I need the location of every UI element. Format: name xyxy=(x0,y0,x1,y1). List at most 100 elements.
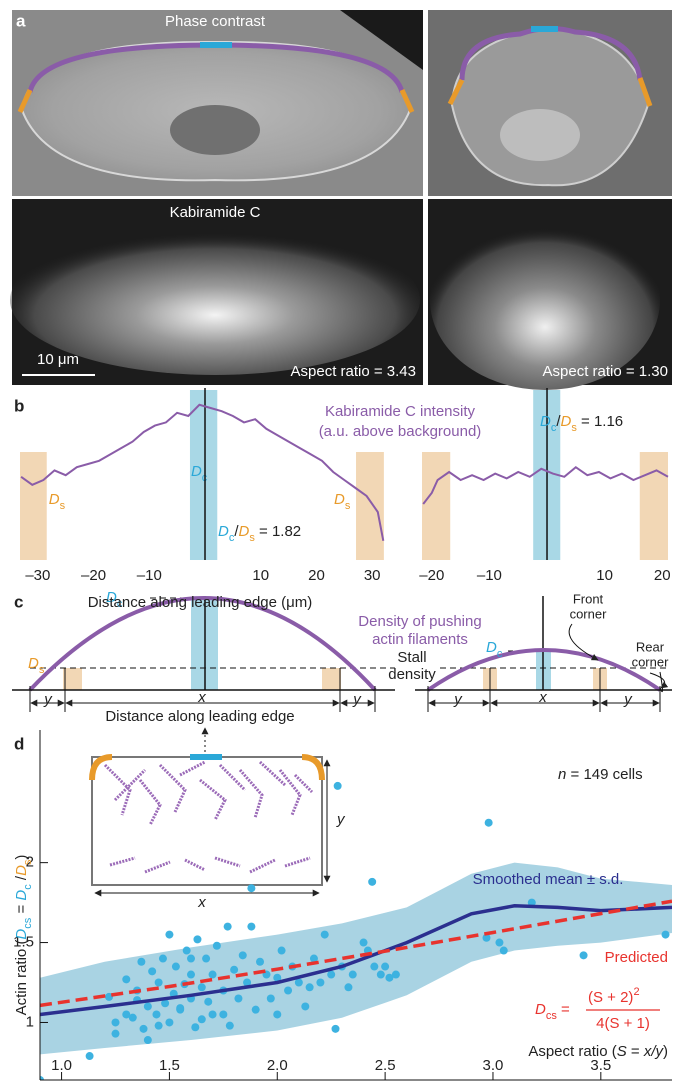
cell-point xyxy=(159,955,167,963)
text-part: D xyxy=(561,413,572,430)
scale-label: 10 μm xyxy=(37,351,79,368)
cell-point xyxy=(140,1025,148,1033)
rich-label: (S + 2)2 xyxy=(588,986,640,1006)
cell-point xyxy=(183,947,191,955)
text-part: s xyxy=(60,500,66,512)
text-part: D xyxy=(218,523,229,540)
cell-point xyxy=(198,983,206,991)
symbol: n xyxy=(558,766,566,783)
x-tick-label: 2.5 xyxy=(375,1057,396,1074)
axis-label: Distance along leading edge xyxy=(105,708,294,725)
x-tick-label: 10 xyxy=(596,567,613,584)
dim-label: x xyxy=(197,894,206,911)
text-part: D xyxy=(334,491,345,508)
subscript: c xyxy=(497,648,503,660)
panel-label: c xyxy=(14,592,23,611)
legend-mean: Smoothed mean ± s.d. xyxy=(473,871,624,888)
x-tick-label: –10 xyxy=(477,567,502,584)
text-part: D xyxy=(13,865,30,876)
corner-label: Rear xyxy=(636,639,665,654)
stall-label: density xyxy=(388,666,436,683)
text-part: 2 xyxy=(633,986,639,998)
cell-point xyxy=(662,931,670,939)
cell-point xyxy=(334,782,342,790)
cell-point xyxy=(213,942,221,950)
text-part: = xyxy=(13,901,30,918)
side-label: Ds xyxy=(28,655,45,676)
text-part: = 1.82 xyxy=(255,523,301,540)
aspect-label: Aspect ratio = 1.30 xyxy=(543,363,669,380)
cell-point xyxy=(370,963,378,971)
region-band xyxy=(640,452,668,560)
cell-point xyxy=(234,994,242,1002)
rich-label: Ds xyxy=(49,491,66,512)
cell-point xyxy=(230,966,238,974)
x-tick-label: –10 xyxy=(137,567,162,584)
text-part: D xyxy=(239,523,250,540)
cell-point xyxy=(219,1010,227,1018)
cell-point xyxy=(198,1015,206,1023)
nucleus xyxy=(500,109,580,161)
cell-point xyxy=(392,971,400,979)
cell-point xyxy=(144,1002,152,1010)
text-part: D xyxy=(191,463,202,480)
cell-point xyxy=(332,1025,340,1033)
trace-label: (a.u. above background) xyxy=(319,423,482,440)
panel-label: b xyxy=(14,396,24,415)
cell-point xyxy=(278,947,286,955)
panel-label: a xyxy=(16,11,26,30)
x-axis-label: Distance along leading edge (μm) xyxy=(88,594,313,611)
x-tick-label: –20 xyxy=(81,567,106,584)
corner-label: Front xyxy=(573,591,604,606)
text-part: = 1.16 xyxy=(577,413,623,430)
n-label: n = 149 cells xyxy=(558,766,643,783)
x-tick-label: 30 xyxy=(364,567,381,584)
cell-point xyxy=(172,963,180,971)
text-part: D xyxy=(540,413,551,430)
panel-label: d xyxy=(14,734,24,753)
aspect-label: Aspect ratio = 3.43 xyxy=(291,363,417,380)
cell-point xyxy=(111,1018,119,1026)
sd-band xyxy=(40,863,672,1055)
cell-point xyxy=(111,1030,119,1038)
dim-label: x xyxy=(197,689,206,706)
cell-point xyxy=(165,1018,173,1026)
x-tick-label: –20 xyxy=(419,567,444,584)
cell-point xyxy=(500,947,508,955)
cell-point xyxy=(148,967,156,975)
cell-point xyxy=(226,1022,234,1030)
cell-point xyxy=(247,923,255,931)
cell-point xyxy=(202,955,210,963)
panel-a: a Phase contrast Kabiramide C 10 μm Aspe… xyxy=(10,10,672,390)
subscript: s xyxy=(39,664,45,676)
cell-point xyxy=(155,979,163,987)
text-part: x/y xyxy=(643,1043,665,1060)
cell-point xyxy=(360,939,368,947)
text-part: D xyxy=(49,491,60,508)
x-tick-label: 10 xyxy=(252,567,269,584)
cell-point xyxy=(344,983,352,991)
cell-point xyxy=(165,931,173,939)
dim-label: x xyxy=(538,689,547,706)
text-part: s xyxy=(345,500,351,512)
cell-point xyxy=(349,971,357,979)
region-band xyxy=(20,452,47,560)
corner-label: corner xyxy=(632,654,670,669)
cell-point xyxy=(306,983,314,991)
dim-label: y xyxy=(352,691,362,708)
text-part: S xyxy=(617,1043,627,1060)
text-part: (S + 2) xyxy=(588,989,633,1006)
text-part: cs xyxy=(546,1010,558,1022)
text-part: Aspect ratio ( xyxy=(528,1043,616,1060)
dim-label: y xyxy=(43,691,53,708)
stall-label: Stall xyxy=(397,649,426,666)
rich-label: Dc/Ds = 1.82 xyxy=(218,523,301,544)
text: = 149 cells xyxy=(566,766,642,783)
text-part: D xyxy=(13,890,30,901)
x-tick-label: 20 xyxy=(308,567,325,584)
cell-point xyxy=(301,1002,309,1010)
cell-point xyxy=(252,1006,260,1014)
cell-point xyxy=(144,1036,152,1044)
text-part: D xyxy=(13,929,30,940)
region-band xyxy=(422,452,450,560)
